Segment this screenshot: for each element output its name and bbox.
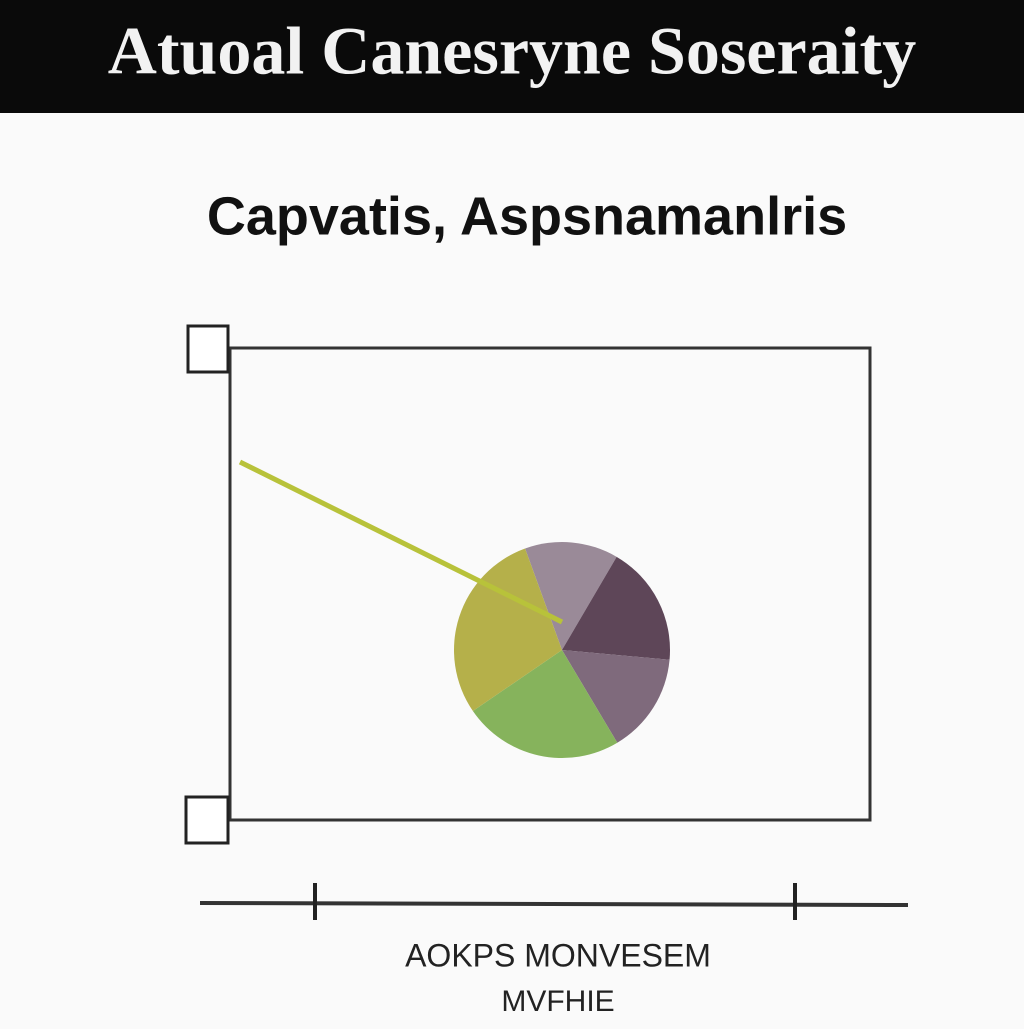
pie-slice xyxy=(454,548,562,712)
header-bar xyxy=(0,0,1024,113)
pie xyxy=(238,459,671,758)
chart-title: Capvatis, Aspsnamanlris xyxy=(207,186,847,246)
pie-slice xyxy=(562,650,670,743)
pie-slice xyxy=(472,650,618,758)
header-title: Atuoal Canesryne Soseraity xyxy=(108,13,916,89)
pointer-line xyxy=(238,459,564,625)
axis-line xyxy=(199,901,909,907)
pie-slice xyxy=(525,542,617,650)
footer-sublabel: MVFHIE xyxy=(501,985,614,1018)
corner-box xyxy=(184,795,230,845)
frame xyxy=(228,346,872,822)
corner-box xyxy=(186,324,230,374)
footer-label: AOKPS MONVESEM xyxy=(405,937,711,973)
pie-slice xyxy=(562,556,671,660)
